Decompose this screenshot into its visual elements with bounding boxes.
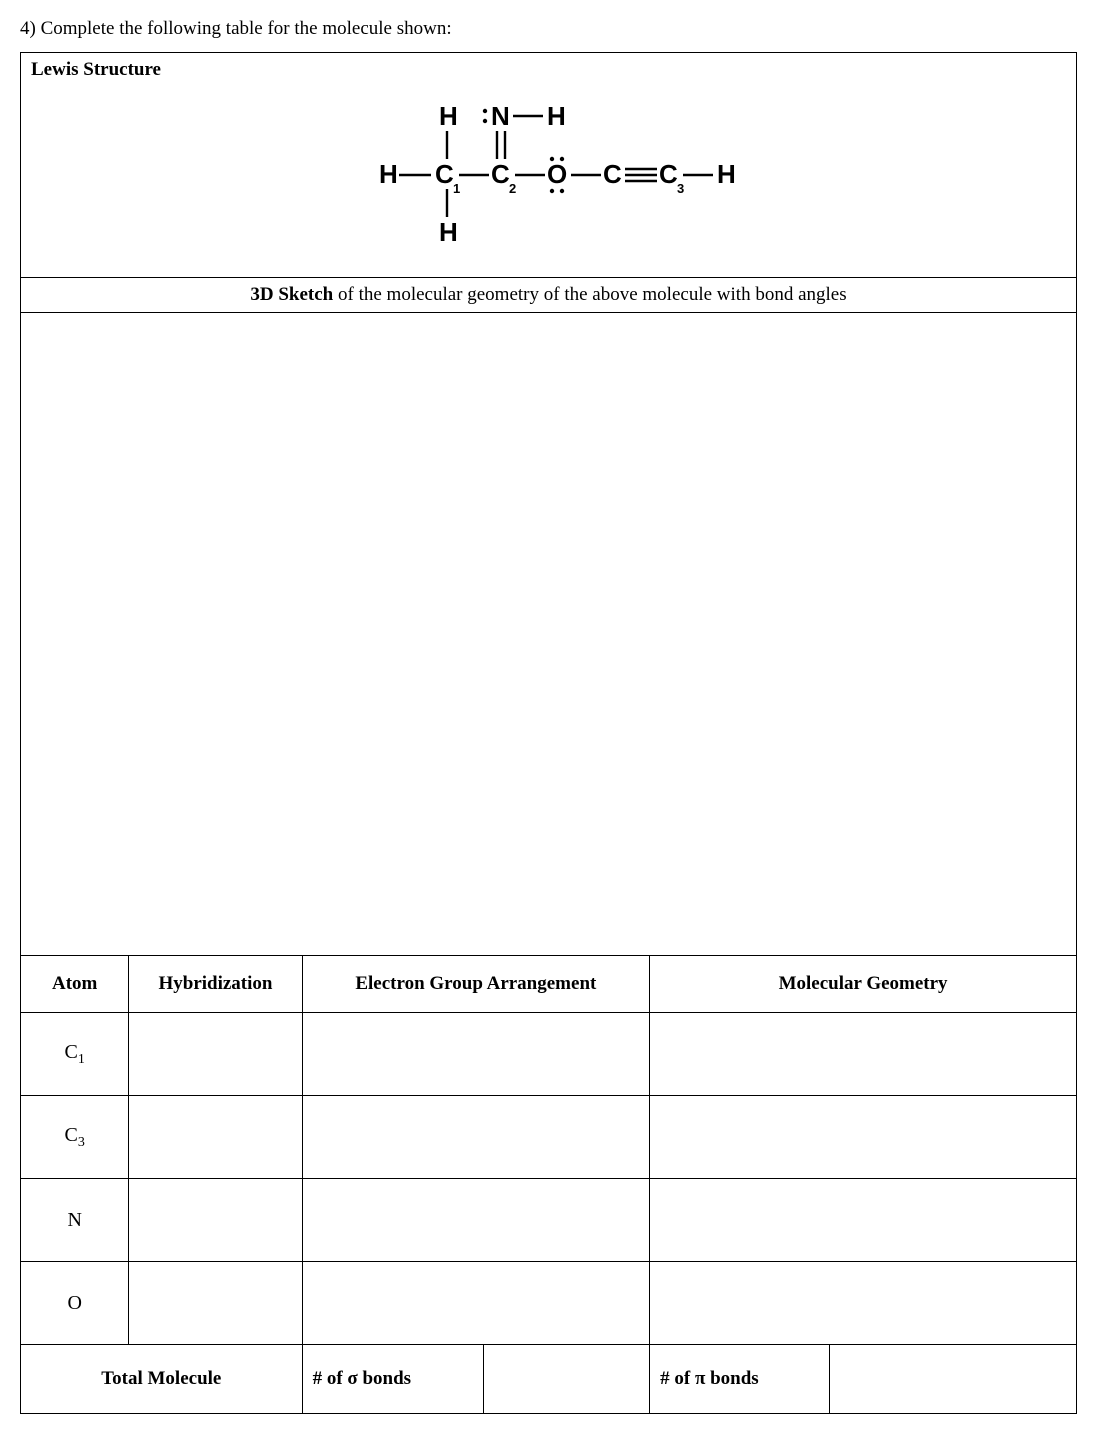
sketch-header-bold: 3D Sketch (250, 284, 333, 305)
o-ega (302, 1262, 650, 1345)
o-hyb (129, 1262, 302, 1345)
atom-c3-sym: C (65, 1124, 78, 1146)
svg-text:H: H (717, 159, 736, 189)
col-hybridization: Hybridization (129, 956, 302, 1013)
atom-c1-sub: 1 (78, 1052, 85, 1067)
col-mg: Molecular Geometry (650, 956, 1077, 1013)
sketch-area (21, 313, 1077, 956)
svg-text:1: 1 (453, 181, 460, 196)
lewis-structure-header: Lewis Structure (21, 53, 1076, 87)
worksheet-table: Lewis Structure H N H (20, 52, 1077, 1414)
c3-ega (302, 1096, 650, 1179)
atom-label-o: O (21, 1262, 129, 1345)
sketch-header: 3D Sketch of the molecular geometry of t… (21, 278, 1077, 313)
c3-mg (650, 1096, 1077, 1179)
col-ega: Electron Group Arrangement (302, 956, 650, 1013)
sketch-header-rest: of the molecular geometry of the above m… (333, 284, 846, 305)
svg-text:N: N (491, 101, 510, 131)
atom-label-n: N (21, 1179, 129, 1262)
atom-c3-sub: 3 (78, 1135, 85, 1150)
col-atom: Atom (21, 956, 129, 1013)
atom-c1-sym: C (65, 1041, 78, 1063)
c1-ega (302, 1013, 650, 1096)
svg-text:C: C (491, 159, 510, 189)
table-row: O (21, 1262, 1077, 1345)
c1-hyb (129, 1013, 302, 1096)
svg-text:C: C (659, 159, 678, 189)
question-text: 4) Complete the following table for the … (20, 18, 1077, 40)
table-row: C3 (21, 1096, 1077, 1179)
sigma-bonds-label: # of σ bonds (302, 1345, 484, 1414)
atom-label-c1: C1 (21, 1013, 129, 1096)
lewis-structure-diagram: H N H H (21, 87, 1076, 277)
svg-text:C: C (603, 159, 622, 189)
table-row: N (21, 1179, 1077, 1262)
n-mg (650, 1179, 1077, 1262)
n-ega (302, 1179, 650, 1262)
pi-bonds-label: # of π bonds (650, 1345, 829, 1414)
pi-bonds-value (829, 1345, 1076, 1414)
c3-hyb (129, 1096, 302, 1179)
svg-text:2: 2 (509, 181, 516, 196)
n-hyb (129, 1179, 302, 1262)
svg-text:H: H (547, 101, 566, 131)
svg-text:H: H (379, 159, 398, 189)
svg-text:3: 3 (677, 181, 684, 196)
svg-text:H: H (439, 217, 458, 247)
svg-text:O: O (547, 159, 567, 189)
atom-label-c3: C3 (21, 1096, 129, 1179)
o-mg (650, 1262, 1077, 1345)
total-molecule-label: Total Molecule (21, 1345, 303, 1414)
c1-mg (650, 1013, 1077, 1096)
table-row: C1 (21, 1013, 1077, 1096)
svg-text:C: C (435, 159, 454, 189)
sigma-bonds-value (484, 1345, 650, 1414)
svg-text:H: H (439, 101, 458, 131)
